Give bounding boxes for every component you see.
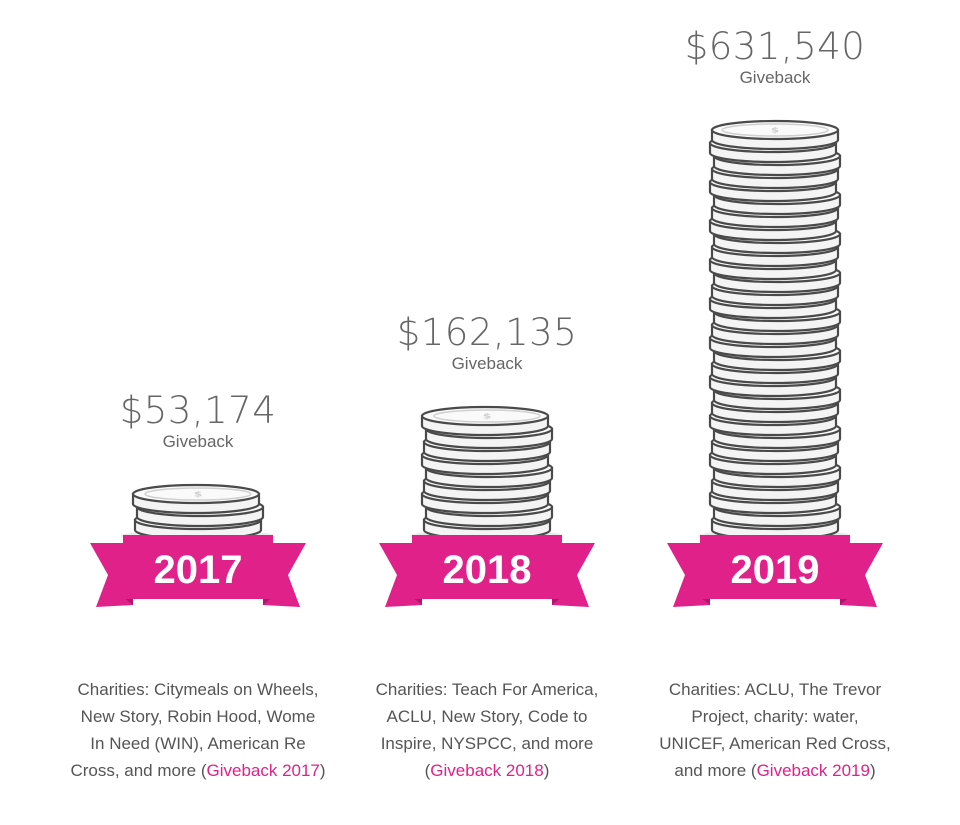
description-line: ACLU, New Story, Code to — [386, 707, 588, 726]
charity-description: Charities: ACLU, The Trevor Project, char… — [605, 676, 945, 784]
year-label: 2018 — [442, 548, 532, 592]
coin-stack: $ — [698, 119, 852, 542]
giveback-link[interactable]: Giveback 2017 — [206, 761, 320, 780]
description-line: In Need (WIN), American Re — [90, 734, 306, 753]
charity-description: Charities: Teach For America, ACLU, New S… — [317, 676, 657, 784]
giveback-link[interactable]: Giveback 2019 — [756, 761, 870, 780]
giveback-column-2019: $631,540 Giveback $2019 Charities: ACLU, Th… — [625, 0, 925, 825]
value-label: $631,540 — [684, 25, 866, 68]
description-line: and more (Giveback 2019) — [674, 761, 876, 780]
description-line: Inspire, NYSPCC, and more — [380, 734, 594, 753]
value-caption: Giveback — [162, 432, 234, 451]
value-caption: Giveback — [451, 354, 523, 373]
description-line: New Story, Robin Hood, Wome — [80, 707, 316, 726]
description-line: Cross, and more (Giveback 2017) — [70, 761, 326, 780]
year-label: 2019 — [730, 548, 820, 592]
coin — [420, 405, 550, 437]
dollar-icon: $ — [483, 413, 491, 421]
value-caption: Giveback — [739, 68, 811, 87]
year-ribbon — [667, 535, 883, 607]
year-ribbon — [90, 535, 306, 607]
description-line: Project, charity: water, — [691, 707, 859, 726]
coin — [131, 483, 261, 515]
coin-stack: $ — [121, 483, 275, 542]
description-line: Charities: ACLU, The Trevor — [668, 680, 882, 699]
year-label: 2017 — [153, 548, 243, 592]
giveback-column-2018: $162,135 Giveback $2018 Charities: Teach Fo… — [337, 0, 637, 825]
description-line: Charities: Citymeals on Wheels, — [77, 680, 319, 699]
year-ribbon — [379, 535, 595, 607]
description-line: Charities: Teach For America, — [375, 680, 599, 699]
dollar-icon: $ — [771, 127, 779, 135]
coin — [710, 119, 840, 151]
dollar-icon: $ — [194, 491, 202, 499]
value-label: $53,174 — [119, 389, 277, 432]
giveback-column-2017: $53,174 Giveback $2017 Charities: Citymeals… — [48, 0, 348, 825]
value-label: $162,135 — [396, 311, 578, 354]
charity-description: Charities: Citymeals on Wheels, New Story… — [28, 676, 368, 784]
description-line: (Giveback 2018) — [424, 761, 550, 780]
giveback-link[interactable]: Giveback 2018 — [430, 761, 544, 780]
description-line: UNICEF, American Red Cross, — [659, 734, 891, 753]
coin-stack: $ — [410, 405, 564, 542]
